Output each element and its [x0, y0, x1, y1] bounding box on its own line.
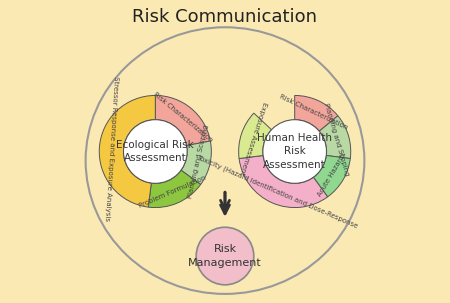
Wedge shape [155, 95, 210, 145]
Wedge shape [238, 113, 271, 158]
Wedge shape [181, 141, 211, 185]
Text: Exposure Assessment: Exposure Assessment [238, 101, 268, 175]
Wedge shape [319, 116, 351, 158]
Text: Human Health
Risk
Assessment: Human Health Risk Assessment [257, 133, 332, 170]
Text: Risk Characterization: Risk Characterization [153, 92, 214, 144]
Circle shape [263, 120, 327, 183]
Text: Stressor Response and Exposure Analysis: Stressor Response and Exposure Analysis [104, 76, 119, 221]
Text: Ecological Risk
Assessment: Ecological Risk Assessment [117, 140, 194, 163]
Ellipse shape [86, 27, 365, 294]
Wedge shape [313, 155, 350, 197]
Text: Risk Communication: Risk Communication [132, 8, 318, 26]
Circle shape [196, 227, 254, 285]
Wedge shape [148, 170, 201, 208]
Circle shape [123, 120, 187, 183]
Wedge shape [239, 155, 328, 208]
Text: Problem Formulation: Problem Formulation [138, 175, 207, 209]
Text: Acute Hazards: Acute Hazards [317, 151, 348, 197]
Text: Risk
Management: Risk Management [188, 245, 262, 268]
Text: Planning and Scoping: Planning and Scoping [187, 124, 209, 199]
Wedge shape [295, 95, 338, 131]
Text: Toxicity (Hazard Identification and Dose-Response: Toxicity (Hazard Identification and Dose… [196, 154, 359, 229]
Wedge shape [99, 95, 155, 207]
Text: Risk Characterization: Risk Characterization [279, 93, 348, 130]
Text: Planning and Scoping: Planning and Scoping [324, 102, 350, 176]
